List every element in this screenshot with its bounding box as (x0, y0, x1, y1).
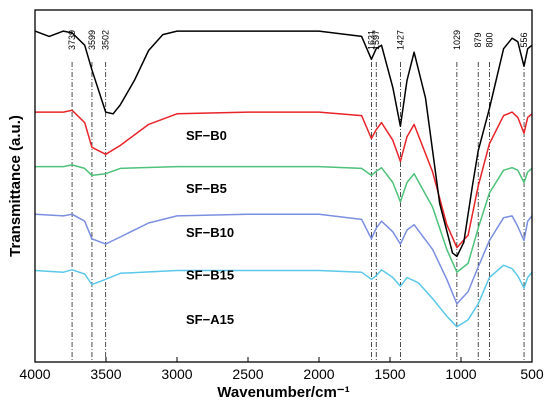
peak-label-879: 879 (473, 32, 483, 47)
peak-label-3739: 3739 (67, 30, 77, 50)
series-label-4: SF−B15 (186, 267, 234, 282)
plot-frame (34, 9, 533, 363)
series-line-5 (34, 30, 533, 258)
x-tick-label-3000: 3000 (161, 366, 192, 382)
series-line-3 (35, 164, 533, 273)
x-tick-label-4000: 4000 (19, 366, 50, 382)
series-lines (34, 30, 533, 328)
peak-label-800: 800 (484, 32, 494, 47)
x-tick-label-2000: 2000 (303, 366, 334, 382)
series-label-2: SF−B5 (186, 181, 227, 196)
peak-label-1597: 1597 (371, 30, 381, 50)
series-line-4 (35, 109, 533, 249)
series-label-1: SF−B0 (186, 128, 227, 143)
peak-label-556: 556 (519, 32, 529, 47)
x-tick-label-3500: 3500 (90, 366, 121, 382)
reference-lines (71, 62, 525, 362)
x-tick-label-500: 500 (520, 366, 544, 382)
series-label-3: SF−B10 (186, 225, 234, 240)
series-line-2 (34, 213, 533, 305)
peak-label-1029: 1029 (452, 30, 462, 50)
x-axis-title: Wavenumber/cm⁻¹ (217, 384, 349, 401)
peak-label-3599: 3599 (87, 30, 97, 50)
peak-label-1427: 1427 (395, 30, 405, 50)
x-tick-label-2500: 2500 (232, 366, 263, 382)
x-tick-label-1000: 1000 (445, 366, 476, 382)
series-label-5: SF−A15 (186, 312, 234, 327)
y-axis-title: Transmittance (a.u.) (7, 115, 24, 257)
peak-label-3502: 3502 (101, 30, 111, 50)
series-line-1 (34, 264, 533, 328)
peak-label-1631: 1631 (366, 30, 376, 50)
x-tick-label-1500: 1500 (374, 366, 405, 382)
series-labels: SF−B0 SF−B5 SF−B10 SF−B15 SF−A15 (186, 128, 234, 327)
x-axis-ticks: 4000 3500 3000 2500 2000 1500 1000 500 (19, 357, 544, 382)
